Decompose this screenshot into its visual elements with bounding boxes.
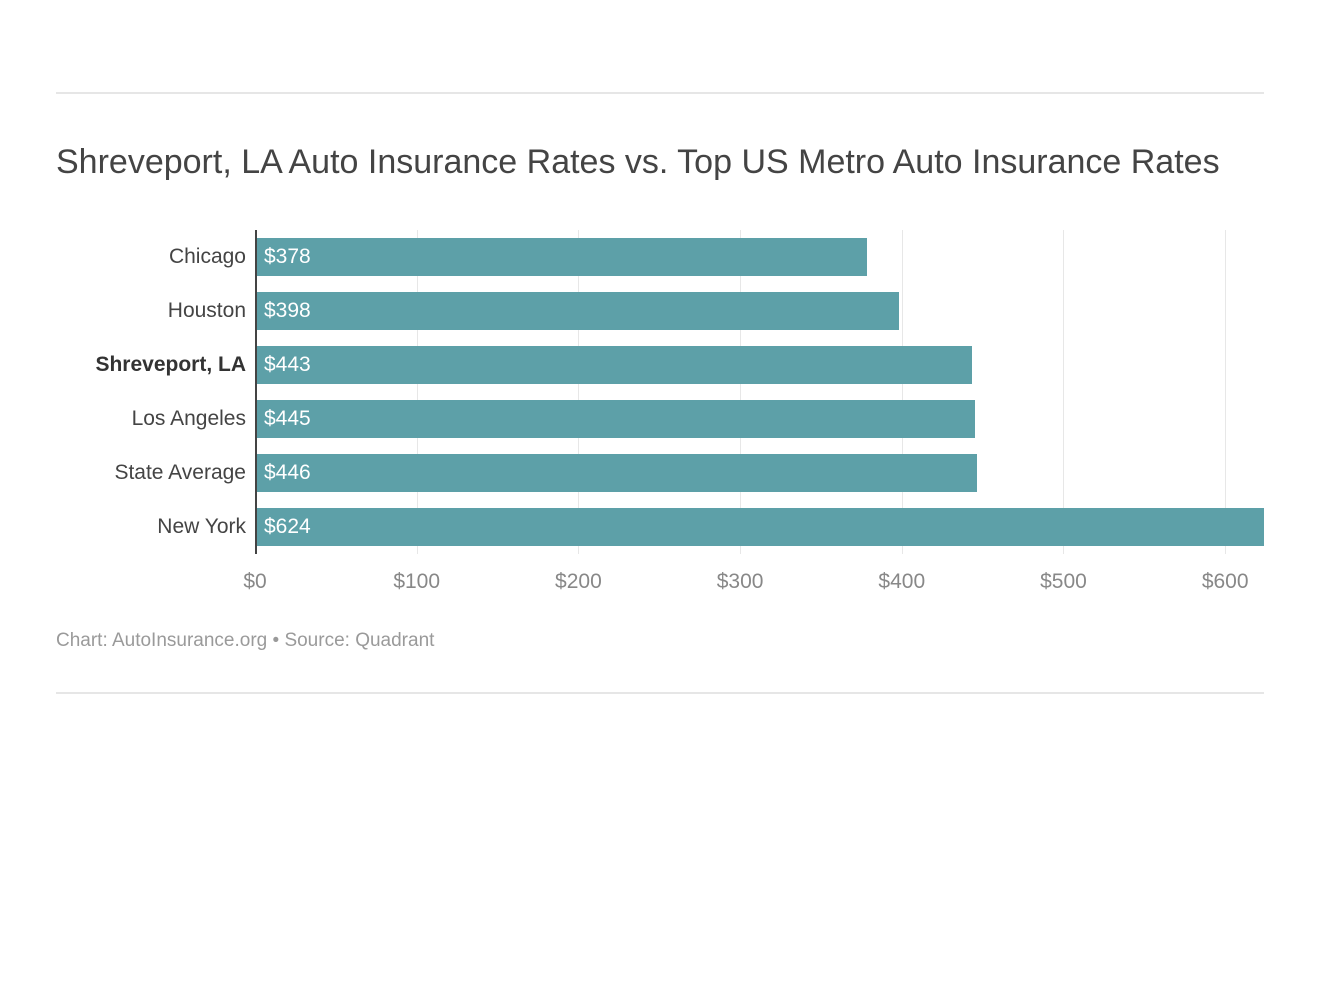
y-label: Chicago [56, 238, 246, 276]
x-label: $300 [717, 570, 764, 594]
x-label: $0 [243, 570, 266, 594]
y-label: Houston [56, 292, 246, 330]
bar: $624 [257, 508, 1264, 546]
bar-value-label: $398 [257, 299, 311, 323]
bar-value-label: $445 [257, 407, 311, 431]
chart-plot-area: Chicago Houston Shreveport, LA Los Angel… [56, 230, 1264, 602]
bars-group: $378 $398 $443 $445 [257, 238, 1264, 546]
bar-row: $446 [257, 454, 1264, 492]
y-label: New York [56, 508, 246, 546]
chart-footer: Chart: AutoInsurance.org • Source: Quadr… [56, 630, 1264, 652]
top-divider [56, 92, 1264, 94]
bottom-divider [56, 692, 1264, 694]
y-axis-labels: Chicago Houston Shreveport, LA Los Angel… [56, 238, 246, 546]
bar-row: $624 [257, 508, 1264, 546]
bar-row: $398 [257, 292, 1264, 330]
bar-row: $445 [257, 400, 1264, 438]
bar: $378 [257, 238, 867, 276]
x-axis-labels: $0 $100 $200 $300 $400 $500 $600 [255, 562, 1264, 602]
bar-value-label: $624 [257, 515, 311, 539]
x-label: $200 [555, 570, 602, 594]
x-label: $600 [1202, 570, 1249, 594]
x-label: $100 [393, 570, 440, 594]
plot-region: $378 $398 $443 $445 [255, 230, 1264, 554]
bar-value-label: $443 [257, 353, 311, 377]
x-label: $400 [878, 570, 925, 594]
chart-container: Shreveport, LA Auto Insurance Rates vs. … [0, 92, 1320, 694]
bar: $443 [257, 346, 972, 384]
chart-title: Shreveport, LA Auto Insurance Rates vs. … [56, 140, 1264, 184]
bar-value-label: $446 [257, 461, 311, 485]
bar-value-label: $378 [257, 245, 311, 269]
bar: $446 [257, 454, 977, 492]
bar-row: $378 [257, 238, 1264, 276]
y-label: Shreveport, LA [56, 346, 246, 384]
bar: $445 [257, 400, 975, 438]
bar: $398 [257, 292, 899, 330]
bar-row: $443 [257, 346, 1264, 384]
y-label: State Average [56, 454, 246, 492]
y-label: Los Angeles [56, 400, 246, 438]
x-label: $500 [1040, 570, 1087, 594]
